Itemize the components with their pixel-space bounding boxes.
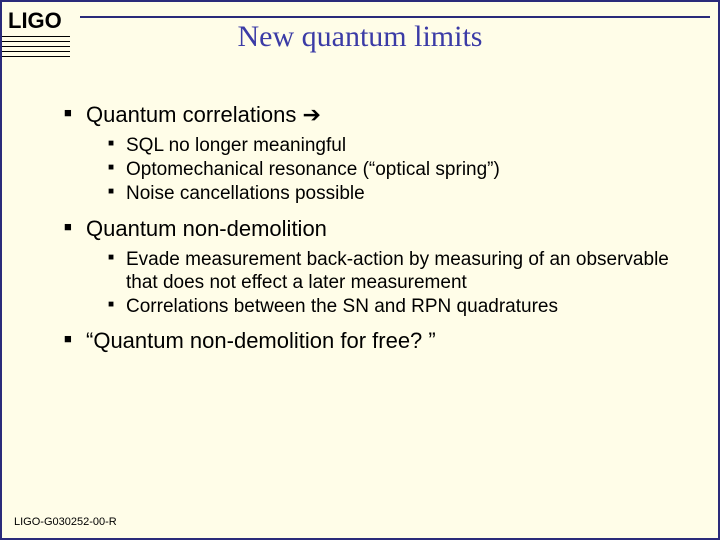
horizontal-rule [80, 16, 710, 18]
sub-bullet: Correlations between the SN and RPN quad… [108, 295, 678, 318]
slide-body: Quantum correlations ➔ SQL no longer mea… [64, 102, 678, 360]
sub-bullet: Evade measurement back-action by measuri… [108, 248, 678, 294]
sub-bullets-1: SQL no longer meaningful Optomechanical … [108, 134, 678, 206]
arrow-icon: ➔ [302, 102, 320, 127]
bullet-quantum-correlations: Quantum correlations ➔ [64, 102, 678, 128]
sub-bullet: Noise cancellations possible [108, 182, 678, 205]
footer-id: LIGO-G030252-00-R [14, 516, 117, 528]
sub-bullet: Optomechanical resonance (“optical sprin… [108, 158, 678, 181]
bullet-quantum-nondemolition: Quantum non-demolition [64, 216, 678, 242]
slide: LIGO New quantum limits Quantum correlat… [0, 0, 720, 540]
sub-bullet: SQL no longer meaningful [108, 134, 678, 157]
bullet-qnd-for-free: “Quantum non-demolition for free? ” [64, 328, 678, 354]
bullet-text: Quantum correlations [86, 102, 302, 127]
slide-title: New quantum limits [2, 20, 718, 54]
sub-bullets-2: Evade measurement back-action by measuri… [108, 248, 678, 319]
